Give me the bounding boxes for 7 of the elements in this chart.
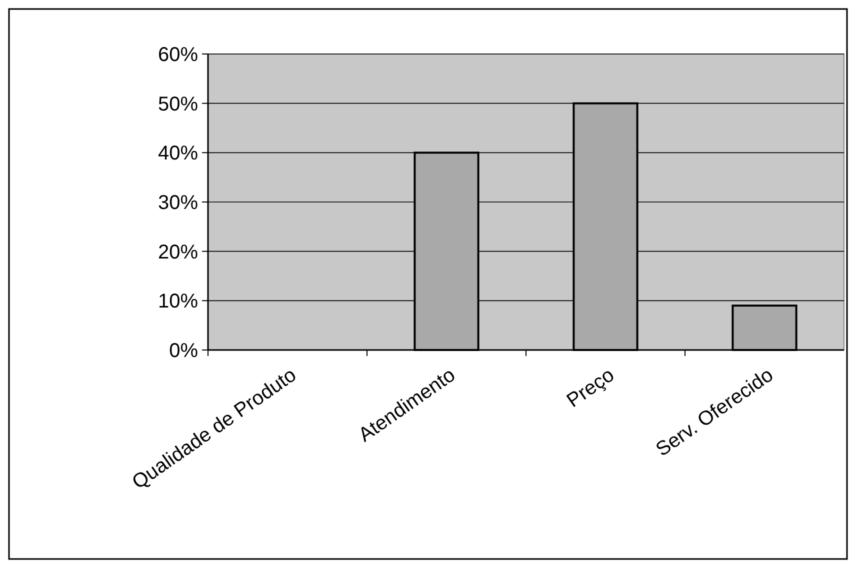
y-tick-label: 0% [169, 340, 198, 362]
y-tick-label: 20% [158, 241, 198, 264]
y-tick-label: 30% [158, 192, 198, 214]
y-tick-label: 40% [158, 142, 198, 165]
y-tick-label: 10% [158, 290, 198, 313]
y-tick-label: 60% [158, 44, 198, 66]
y-tick-label: 50% [158, 93, 198, 116]
